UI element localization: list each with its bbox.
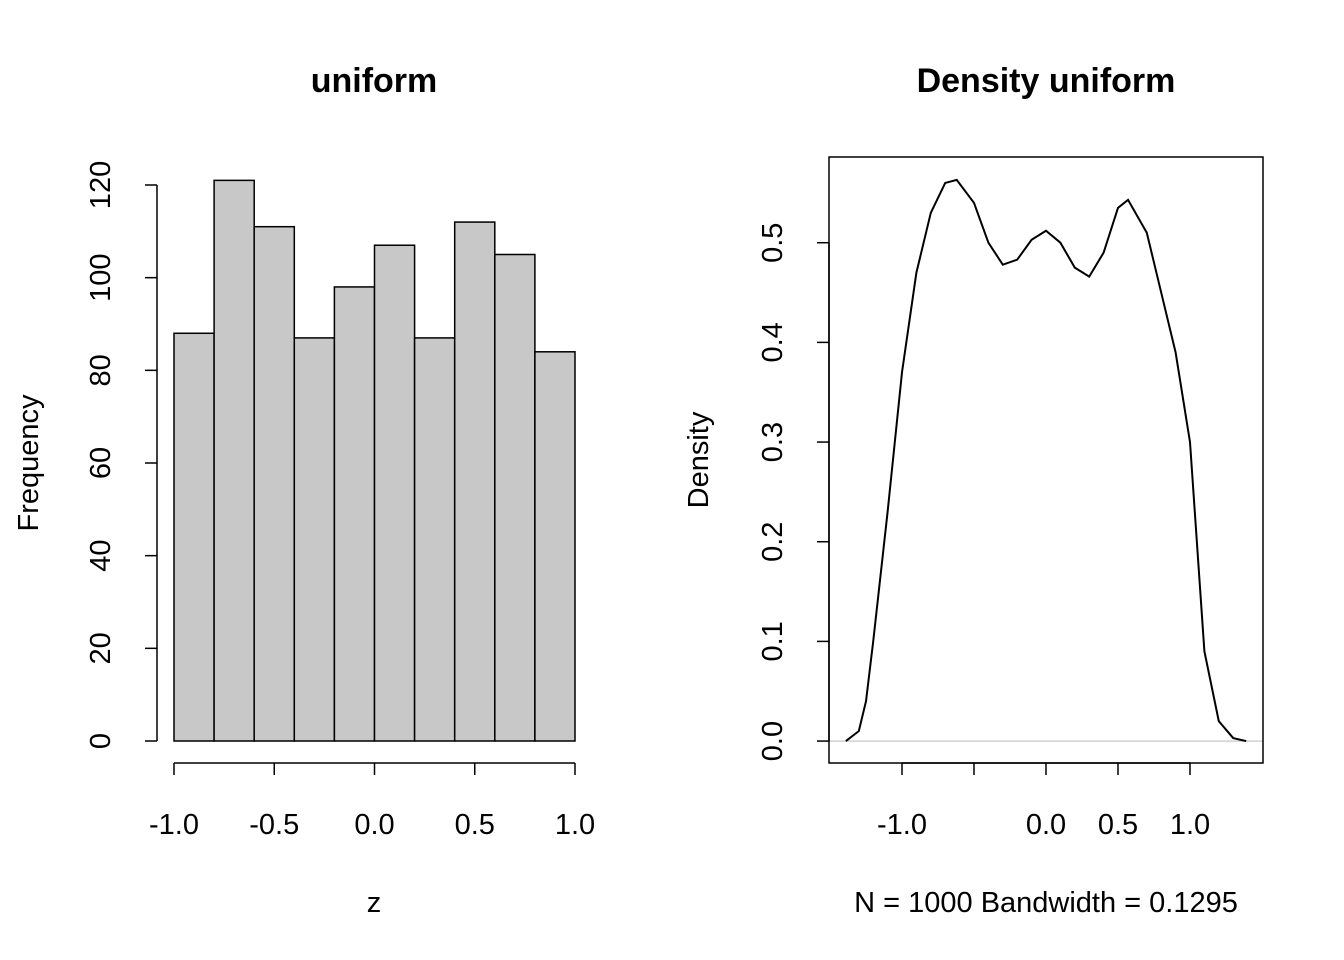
x-axis-title: z xyxy=(367,887,382,919)
x-tick-label: -1.0 xyxy=(877,809,927,841)
x-tick-label: 0.0 xyxy=(1026,809,1066,841)
x-tick-label: -0.5 xyxy=(249,809,299,841)
x-tick-label: 1.0 xyxy=(1170,809,1210,841)
bar xyxy=(253,225,296,742)
bar xyxy=(534,351,576,742)
y-axis-title: Density xyxy=(683,411,715,508)
y-tick-label: 0 xyxy=(85,733,117,749)
y-tick-label: 20 xyxy=(85,632,117,664)
y-tick-label: 0.4 xyxy=(757,322,789,362)
plot-box xyxy=(828,156,1264,764)
y-axis-title: Frequency xyxy=(13,394,45,532)
y-tick-label: 0.1 xyxy=(757,621,789,661)
chart-title: uniform xyxy=(311,62,438,100)
y-tick-label: 80 xyxy=(85,354,117,386)
y-tick-label: 60 xyxy=(85,447,117,479)
y-tick-label: 120 xyxy=(85,161,117,209)
y-tick-label: 0.3 xyxy=(757,422,789,462)
x-tick-label: 1.0 xyxy=(555,809,595,841)
x-tick-label: 0.5 xyxy=(1098,809,1138,841)
bar xyxy=(453,221,496,742)
x-axis-title: N = 1000 Bandwidth = 0.1295 xyxy=(854,887,1238,919)
bar xyxy=(293,337,336,742)
x-tick-label: 0.5 xyxy=(455,809,495,841)
bar xyxy=(333,286,376,742)
bar xyxy=(213,179,255,742)
y-tick-label: 40 xyxy=(85,540,117,572)
y-tick-label: 0.0 xyxy=(757,721,789,761)
y-tick-label: 0.5 xyxy=(757,223,789,263)
density-line xyxy=(845,178,1247,743)
chart-title: Density uniform xyxy=(917,62,1176,100)
bar xyxy=(494,253,536,742)
bar xyxy=(413,337,456,742)
y-tick-label: 100 xyxy=(85,253,117,301)
x-tick-label: 0.0 xyxy=(354,809,394,841)
bar xyxy=(173,332,215,742)
y-tick-label: 0.2 xyxy=(757,522,789,562)
bar xyxy=(373,244,416,742)
x-tick-label: -1.0 xyxy=(149,809,199,841)
